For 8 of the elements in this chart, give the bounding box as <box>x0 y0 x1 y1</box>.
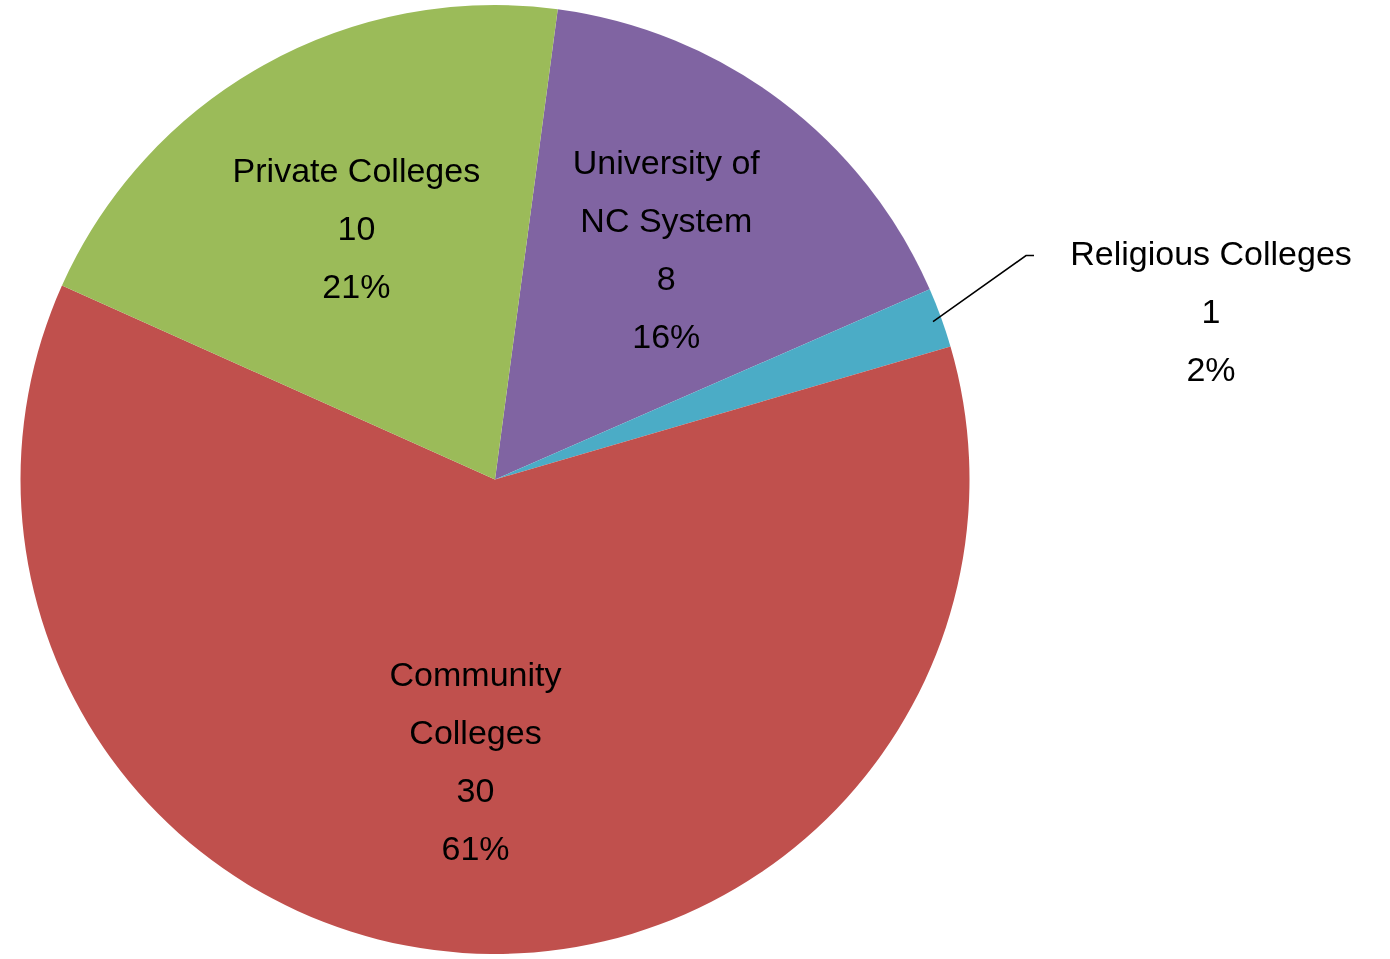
slice-label: Community Colleges <box>389 654 562 751</box>
slice-label: Private Colleges <box>232 151 481 190</box>
data-label: 8 16% <box>632 259 701 356</box>
data-label: 30 61% <box>441 770 510 867</box>
slice-label: University of NC System <box>572 143 761 240</box>
data-label: 1 2% <box>1186 291 1236 388</box>
data-label: 10 21% <box>322 209 391 306</box>
slice-label: Religious Colleges <box>1070 233 1352 272</box>
